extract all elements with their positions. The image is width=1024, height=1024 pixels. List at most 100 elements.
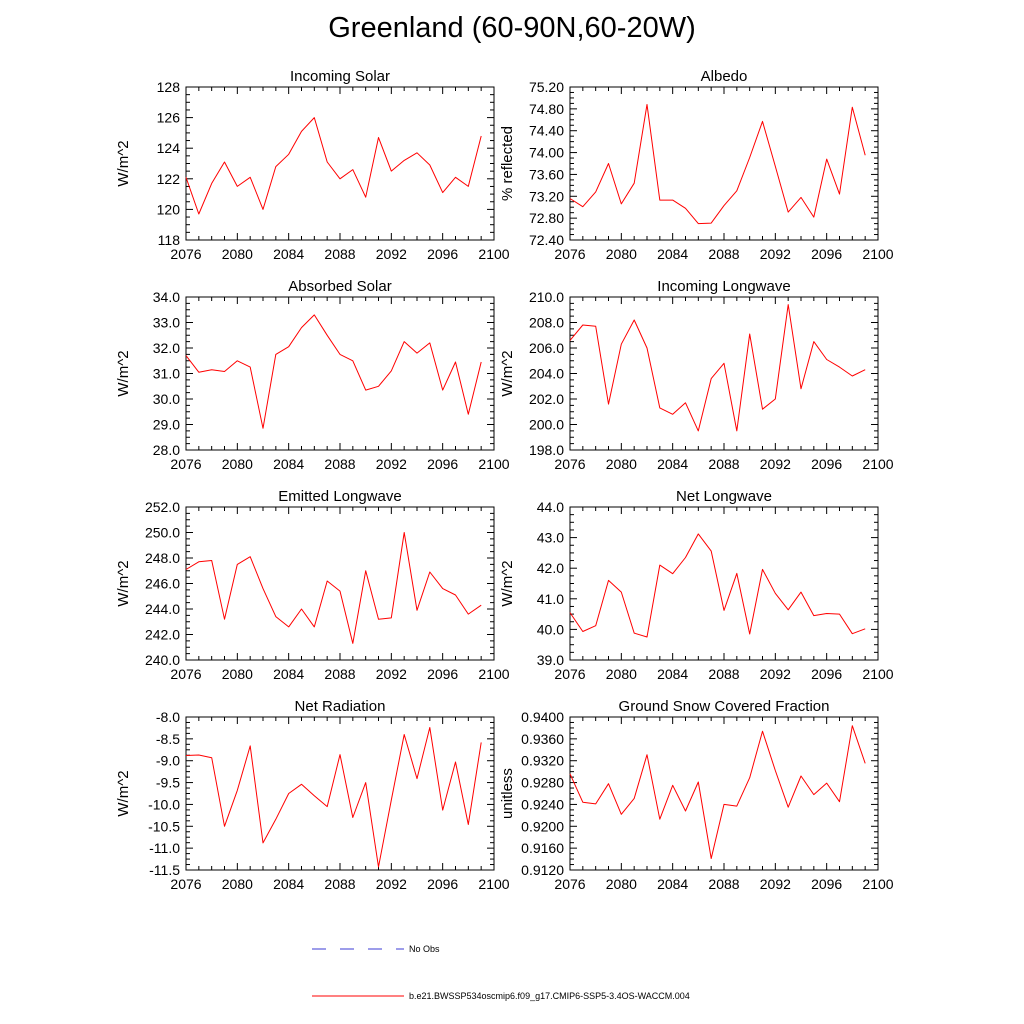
- x-tick-label: 2076: [170, 666, 201, 682]
- y-axis-label-emitted-longwave: W/m^2: [115, 560, 132, 606]
- y-axis-label-ground-snow-covered-fraction: unitless: [499, 768, 516, 819]
- x-tick-label: 2088: [708, 666, 739, 682]
- panel-title-ground-snow-covered-fraction: Ground Snow Covered Fraction: [619, 698, 830, 715]
- y-tick-label: 73.20: [529, 188, 564, 204]
- x-tick-label: 2076: [554, 456, 585, 472]
- x-tick-label: 2076: [170, 246, 201, 262]
- x-tick-label: 2088: [708, 876, 739, 892]
- x-tick-label: 2096: [427, 666, 458, 682]
- y-tick-label: 208.0: [529, 315, 564, 331]
- y-tick-label: 210.0: [529, 289, 564, 305]
- y-tick-label: 240.0: [145, 652, 180, 668]
- y-tick-label: 74.80: [529, 101, 564, 117]
- x-tick-label: 2080: [606, 246, 637, 262]
- y-axis-label-absorbed-solar: W/m^2: [115, 350, 132, 396]
- y-tick-label: 246.0: [145, 576, 180, 592]
- x-tick-label: 2096: [427, 876, 458, 892]
- y-tick-label: 31.0: [153, 366, 180, 382]
- y-tick-label: 0.9200: [521, 818, 564, 834]
- panel-net-longwave: Net Longwave W/m^2 2076 2080 2084 2088 2092 209…: [499, 488, 894, 682]
- panel-title-net-longwave: Net Longwave: [676, 488, 772, 505]
- y-tick-label: 120: [157, 201, 181, 217]
- y-tick-label: 244.0: [145, 601, 180, 617]
- y-tick-label: 40.0: [537, 621, 564, 637]
- y-tick-label: 0.9400: [521, 709, 564, 725]
- y-tick-label: 0.9120: [521, 862, 564, 878]
- x-tick-label: 2092: [376, 456, 407, 472]
- x-tick-label: 2084: [657, 456, 688, 472]
- x-tick-label: 2076: [170, 456, 201, 472]
- y-tick-label: 30.0: [153, 391, 180, 407]
- y-tick-label: -10.0: [148, 796, 180, 812]
- panel-emitted-longwave: Emitted Longwave W/m^2 2076 2080 2084 2088 209…: [115, 488, 510, 682]
- y-tick-label: -9.5: [156, 775, 180, 791]
- x-tick-label: 2080: [222, 456, 253, 472]
- x-tick-label: 2092: [760, 456, 791, 472]
- y-tick-label: -11.0: [149, 840, 180, 856]
- y-tick-label: 28.0: [153, 442, 180, 458]
- y-tick-label: 74.40: [529, 123, 564, 139]
- y-tick-label: 248.0: [145, 550, 180, 566]
- y-tick-label: 34.0: [153, 289, 180, 305]
- x-tick-label: 2100: [862, 666, 893, 682]
- plot-frame-incoming-solar: [185, 86, 495, 241]
- y-tick-label: 41.0: [537, 591, 564, 607]
- y-tick-label: 206.0: [529, 340, 564, 356]
- figure-title: Greenland (60-90N,60-20W): [328, 12, 696, 44]
- x-tick-label: 2080: [222, 666, 253, 682]
- x-tick-label: 2076: [554, 666, 585, 682]
- panel-net-radiation: Net Radiation W/m^2 2076 2080 2084 2088 2092 20…: [115, 698, 510, 892]
- y-tick-label: 128: [157, 79, 181, 95]
- y-tick-label: 75.20: [529, 79, 564, 95]
- plot-frame-albedo: [569, 86, 879, 241]
- y-tick-label: 73.60: [529, 166, 564, 182]
- panel-ground-snow-covered-fraction: Ground Snow Covered Fraction unitless 2076…: [499, 698, 894, 892]
- series-line-incoming-longwave: [569, 304, 866, 432]
- x-tick-label: 2096: [427, 246, 458, 262]
- plot-frame-incoming-longwave: [569, 296, 879, 451]
- plot-frame-ground-snow-covered-fraction: [569, 716, 879, 871]
- x-tick-label: 2100: [862, 876, 893, 892]
- panel-incoming-solar: Incoming Solar W/m^2 2076 2080 2084 2088 2092 2…: [115, 68, 510, 262]
- y-tick-label: 204.0: [529, 366, 564, 382]
- legend-model-label: b.e21.BWSSP534oscmip6.f09_g17.CMIP6-SSP5…: [409, 991, 690, 1001]
- y-tick-label: 202.0: [529, 391, 564, 407]
- x-tick-label: 2092: [376, 666, 407, 682]
- panel-title-incoming-solar: Incoming Solar: [290, 68, 390, 85]
- series-line-albedo: [569, 104, 866, 225]
- x-tick-label: 2100: [862, 456, 893, 472]
- x-tick-label: 2100: [478, 246, 509, 262]
- y-tick-label: 126: [157, 110, 181, 126]
- panel-absorbed-solar: Absorbed Solar W/m^2 2076 2080 2084 2088 2092 2…: [115, 278, 510, 472]
- y-tick-label: 200.0: [529, 417, 564, 433]
- y-axis-label-incoming-longwave: W/m^2: [499, 350, 516, 396]
- y-tick-label: 42.0: [537, 560, 564, 576]
- panel-title-net-radiation: Net Radiation: [295, 698, 386, 715]
- y-axis-label-albedo: % reflected: [499, 126, 516, 201]
- y-tick-label: 198.0: [529, 442, 564, 458]
- panel-title-incoming-longwave: Incoming Longwave: [657, 278, 790, 295]
- y-tick-label: -11.5: [149, 862, 180, 878]
- y-tick-label: -8.5: [156, 731, 180, 747]
- plot-frame-net-longwave: [569, 506, 879, 661]
- x-tick-label: 2088: [708, 456, 739, 472]
- series-line-absorbed-solar: [185, 314, 482, 429]
- y-axis-label-incoming-solar: W/m^2: [115, 140, 132, 186]
- x-tick-label: 2080: [222, 876, 253, 892]
- legend: No Obs b.e21.BWSSP534oscmip6.f09_g17.CMI…: [312, 944, 690, 1001]
- x-tick-label: 2092: [760, 666, 791, 682]
- panel-title-emitted-longwave: Emitted Longwave: [278, 488, 401, 505]
- panel-title-absorbed-solar: Absorbed Solar: [288, 278, 391, 295]
- x-tick-label: 2076: [554, 246, 585, 262]
- series-line-ground-snow-covered-fraction: [569, 725, 866, 859]
- y-tick-label: 118: [158, 232, 181, 248]
- panel-title-albedo: Albedo: [701, 68, 748, 85]
- series-line-emitted-longwave: [185, 532, 482, 644]
- x-tick-label: 2080: [606, 876, 637, 892]
- x-tick-label: 2084: [657, 246, 688, 262]
- y-tick-label: 44.0: [537, 499, 564, 515]
- x-tick-label: 2080: [606, 666, 637, 682]
- y-tick-label: 43.0: [537, 530, 564, 546]
- series-line-net-radiation: [185, 727, 482, 868]
